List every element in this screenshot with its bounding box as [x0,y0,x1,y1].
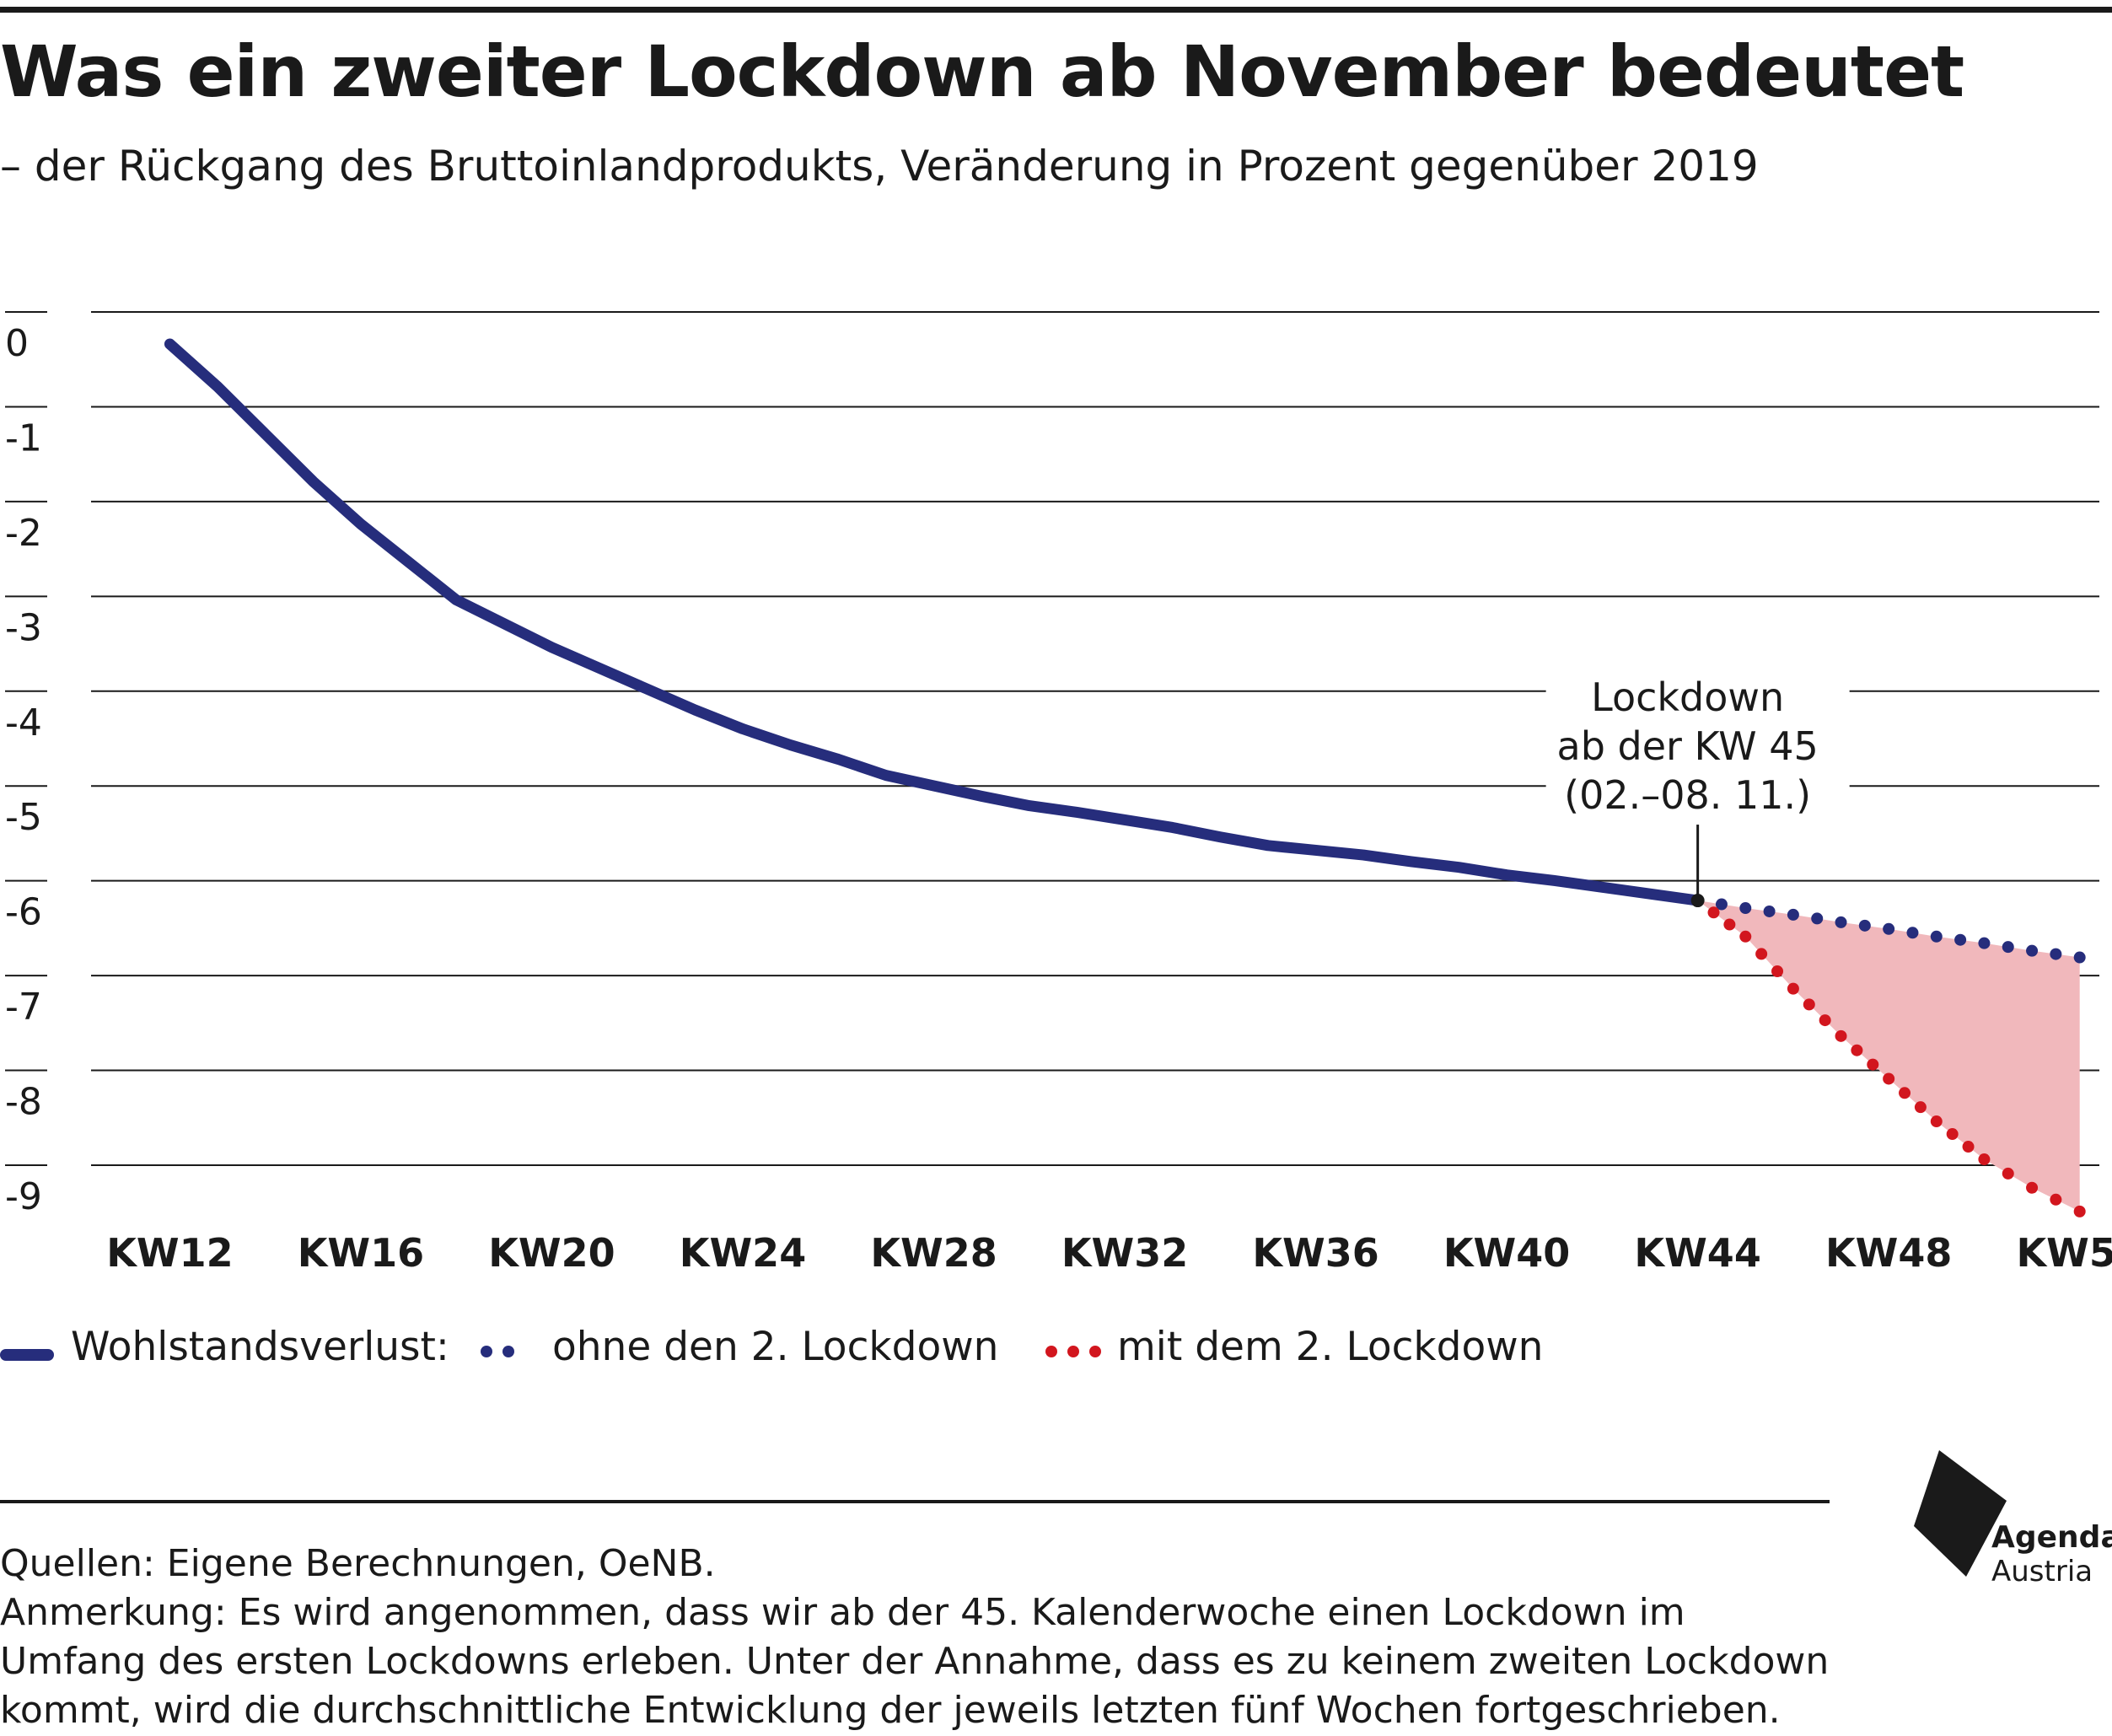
y-tick-label: -4 [5,701,42,744]
top-rule [0,7,2112,13]
y-tick-label: -9 [5,1175,42,1218]
dot-mit-lockdown [1771,965,1784,978]
dot-mit-lockdown [1851,1044,1863,1056]
note-line: Umfang des ersten Lockdowns erleben. Unt… [0,1640,1830,1683]
annotation-text-line: Lockdown [1591,675,1784,720]
x-axis-labels: KW12 KW16 KW20 KW24 KW28 KW32 KW36 KW40 KW44 KW48… [106,1230,2112,1276]
dot-mit-lockdown [1930,1115,1943,1128]
legend-mit-label: mit dem 2. Lockdown [1117,1324,1544,1370]
legend-dot [1045,1346,1057,1357]
x-tick-label: KW36 [1252,1230,1378,1276]
dot-ohne-lockdown [1906,927,1919,939]
legend-dot [502,1346,514,1357]
x-tick-label: KW32 [1061,1230,1188,1276]
legend-solid-line-swatch [0,1349,54,1361]
y-tick-label: -3 [5,606,42,649]
dot-ohne-lockdown [1883,922,1895,935]
dot-ohne-lockdown [1763,905,1776,917]
legend-dot [1067,1346,1079,1357]
note-line: Anmerkung: Es wird angenommen, dass wir … [0,1591,1685,1634]
legend-ohne-label: ohne den 2. Lockdown [552,1324,999,1370]
x-tick-label: KW16 [298,1230,424,1276]
dot-mit-lockdown [2026,1181,2039,1194]
dot-mit-lockdown [1819,1014,1831,1027]
logo-text-line2: Austria [1991,1555,2093,1585]
x-tick-label: KW48 [1825,1230,1952,1276]
difference-area [1697,900,2080,1212]
logo-text-line1: Agenda [1991,1520,2112,1555]
dot-ohne-lockdown [1739,902,1752,915]
dot-mit-lockdown [1978,1153,1991,1166]
dot-mit-lockdown [1899,1087,1911,1099]
dot-mit-lockdown [1803,998,1815,1011]
annotation-text-line: (02.–08. 11.) [1564,772,1811,818]
dot-mit-lockdown [1835,1029,1847,1042]
x-tick-label: KW20 [488,1230,615,1276]
dot-ohne-lockdown [1811,912,1824,925]
dot-ohne-lockdown [1858,919,1871,932]
legend-dot [481,1346,492,1357]
dot-mit-lockdown [1883,1072,1895,1085]
dot-ohne-lockdown [1787,908,1799,921]
dot-ohne-lockdown [1715,898,1728,911]
grid-lines [5,311,2099,1166]
dot-mit-lockdown [1867,1058,1879,1071]
dot-ohne-lockdown [1978,937,1991,949]
footer-notes: Quellen: Eigene Berechnungen, OeNB. Anme… [0,1540,1829,1735]
annotation-background [1545,677,1850,825]
legend: Wohlstandsverlust: ohne den 2. Lockdown … [0,1324,2112,1383]
series [164,338,2086,1217]
x-tick-label: KW40 [1443,1230,1570,1276]
dot-mit-lockdown [2073,1205,2086,1217]
dot-ohne-lockdown [2073,951,2086,964]
dot-ohne-lockdown [2026,944,2039,957]
note-line: kommt, wird die durchschnittliche Entwic… [0,1689,1781,1732]
dot-mit-lockdown [1707,906,1720,919]
y-tick-label: -7 [5,986,42,1029]
dot-ohne-lockdown [1930,930,1943,943]
dot-mit-lockdown [1755,948,1768,960]
dot-mit-lockdown [1739,930,1752,943]
difference-area-fill [1697,900,2080,1212]
y-tick-label: -8 [5,1081,42,1124]
legend-red-dots-swatch [1045,1346,1101,1357]
dot-mit-lockdown [1787,982,1799,995]
dot-mit-lockdown [1723,918,1736,931]
y-tick-label: -5 [5,796,42,839]
x-tick-label: KW28 [870,1230,997,1276]
annotation-marker [1690,894,1705,908]
dot-ohne-lockdown [2050,948,2062,960]
dot-mit-lockdown [2002,1167,2014,1180]
chart-subtitle: – der Rückgang des Bruttoinlandprodukts,… [0,142,1759,191]
agenda-austria-logo: Agenda Austria [1914,1450,2112,1585]
y-tick-label: -2 [5,512,42,555]
x-tick-label: KW24 [680,1230,806,1276]
dot-mit-lockdown [1962,1141,1975,1153]
x-tick-label: KW44 [1634,1230,1760,1276]
y-tick-label: 0 [5,322,29,365]
dot-mit-lockdown [1914,1101,1927,1114]
agenda-austria-logo-icon [1914,1450,2007,1577]
dot-ohne-lockdown [1835,916,1847,928]
dot-mit-lockdown [1946,1128,1959,1141]
chart-title: Was ein zweiter Lockdown ab November bed… [0,30,1964,113]
footer-rule [0,1500,1830,1503]
x-tick-label: KW52 [2016,1230,2112,1276]
dot-mit-lockdown [2050,1193,2062,1206]
legend-title: Wohlstandsverlust: [71,1324,449,1370]
y-tick-label: -1 [5,417,42,460]
legend-dot [1089,1346,1101,1357]
legend-blue-dots-swatch [481,1346,514,1357]
y-axis-labels: 0 -1 -2 -3 -4 -5 -6 -7 -8 -9 [5,322,42,1218]
dot-ohne-lockdown [2002,941,2014,954]
y-tick-label: -6 [5,891,42,934]
x-tick-label: KW12 [106,1230,233,1276]
series-line-wohlstandsverlust [164,338,1704,906]
sources-line: Quellen: Eigene Berechnungen, OeNB. [0,1542,716,1585]
annotation-text-line: ab der KW 45 [1557,723,1819,769]
dot-ohne-lockdown [1954,933,1967,946]
